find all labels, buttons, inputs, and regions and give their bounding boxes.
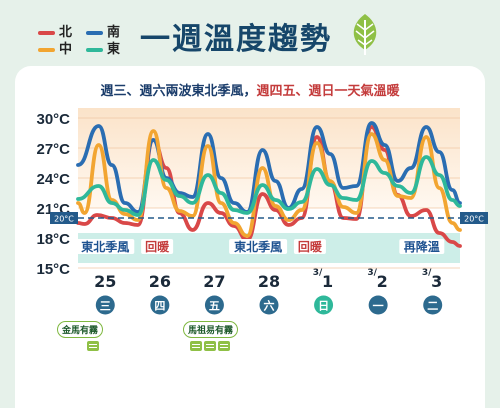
fog-icon (204, 341, 216, 351)
reference-label-bg-right (460, 212, 488, 224)
y-tick-label: 24°C (36, 171, 70, 188)
fog-icon (87, 341, 99, 351)
band-label: 回暖 (298, 239, 323, 254)
weekday-circle (423, 295, 443, 315)
y-tick-label: 27°C (36, 141, 70, 158)
date-label: 28 (258, 272, 280, 291)
band-label-bg (76, 239, 135, 254)
legend-south: 南 (86, 21, 120, 40)
date-month: 3/ (313, 268, 323, 278)
weekday-label: 六 (264, 299, 275, 313)
fog-icon (190, 341, 202, 351)
weekday-label: 三 (100, 300, 111, 313)
date-label: 27 (203, 272, 225, 291)
date-label: 25 (94, 272, 116, 291)
date-label: 26 (149, 272, 171, 291)
reference-label-right: 20°C (464, 215, 484, 224)
legend-central-label: 中 (59, 42, 73, 57)
band-label-bg (399, 239, 445, 254)
weekday-label: 一 (373, 300, 384, 313)
date-label: 1 (322, 272, 333, 291)
weekday-circle (150, 295, 170, 315)
weekday-label: 日 (318, 300, 329, 313)
reference-label-bg-left (50, 212, 78, 224)
legend-east: 東 (86, 38, 120, 57)
page-title: 一週溫度趨勢 (140, 22, 332, 57)
date-month: 3/ (367, 268, 377, 278)
y-tick-label: 18°C (36, 231, 70, 248)
leaf-icon (353, 14, 377, 55)
date-label: 2 (377, 272, 388, 291)
legend-central: 中 (38, 38, 72, 57)
band-label: 東北季風 (81, 239, 129, 254)
fog-note-kinmen-matsu: 金馬有霧 (57, 321, 104, 338)
series-line-3 (76, 155, 462, 217)
date-label: 3 (431, 272, 442, 291)
date-month: 3/ (422, 268, 432, 278)
subtitle: 週三、週六兩波東北季風，週四五、週日一天氣溫暖 (0, 80, 500, 99)
weekday-label: 四 (154, 300, 165, 313)
legend-south-label: 南 (107, 25, 121, 40)
fog-icon (218, 341, 230, 351)
legend-north-label: 北 (59, 25, 73, 40)
reference-label-left: 20°C (54, 215, 74, 224)
series-line-2 (76, 129, 462, 238)
weekday-circle (314, 295, 334, 315)
weekday-circle (204, 295, 224, 315)
band-label-bg (229, 239, 288, 254)
legend-east-label: 東 (107, 42, 121, 57)
weekday-label: 五 (209, 300, 220, 313)
weekday-circle (95, 295, 115, 315)
band-label-bg (293, 239, 326, 254)
band-label: 再降溫 (404, 239, 440, 254)
subtitle-part1: 週三、週六兩波東北季風， (100, 84, 257, 99)
weekday-circle (368, 295, 388, 315)
weekday-circle (259, 295, 279, 315)
band-label: 東北季風 (234, 239, 282, 254)
legend-north: 北 (38, 21, 72, 40)
fog-note-matsu: 馬祖易有霧 (183, 321, 239, 338)
y-tick-label: 30°C (36, 111, 70, 128)
band-label: 回暖 (145, 239, 170, 254)
y-tick-label: 15°C (36, 261, 70, 278)
weekday-label: 二 (427, 300, 438, 313)
band-label-bg (141, 239, 174, 254)
subtitle-part2: 週四五、週日一天氣溫暖 (256, 84, 400, 99)
